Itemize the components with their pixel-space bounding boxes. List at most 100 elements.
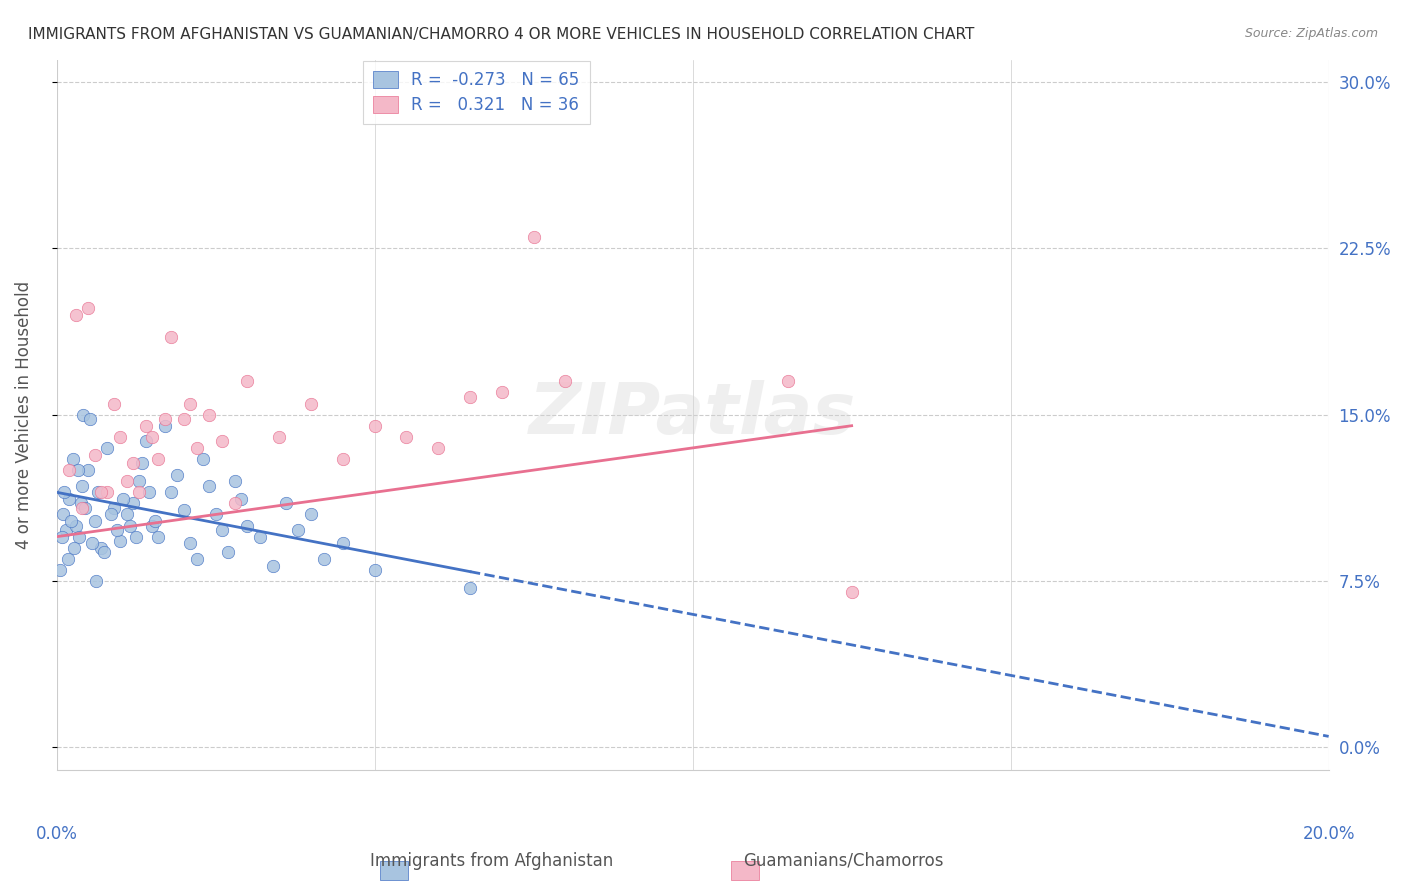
Point: [58, 463, 80, 477]
Point: [77, 463, 100, 477]
Point: [56, 552, 79, 566]
Point: [100, 508, 122, 522]
Point: [160, 485, 183, 500]
Point: [204, 508, 226, 522]
Point: [103, 500, 125, 515]
Point: [211, 523, 233, 537]
Point: [131, 457, 153, 471]
Point: [312, 552, 335, 566]
Point: [70, 478, 93, 492]
Point: [90, 485, 112, 500]
Point: [299, 396, 322, 410]
Point: [135, 418, 157, 433]
Point: [269, 430, 291, 444]
Point: [115, 508, 138, 522]
Point: [217, 545, 239, 559]
Point: [58, 491, 80, 506]
Point: [841, 585, 863, 599]
Point: [179, 396, 201, 410]
Text: 20.0%: 20.0%: [1302, 825, 1355, 843]
Point: [110, 430, 132, 444]
Y-axis label: 4 or more Vehicles in Household: 4 or more Vehicles in Household: [15, 281, 32, 549]
Point: [160, 330, 183, 344]
Point: [128, 474, 150, 488]
Point: [69, 496, 91, 510]
Point: [63, 541, 86, 555]
Point: [84, 574, 107, 588]
Point: [72, 408, 94, 422]
Point: [80, 536, 103, 550]
Point: [211, 434, 233, 449]
Point: [332, 536, 354, 550]
Text: IMMIGRANTS FROM AFGHANISTAN VS GUAMANIAN/CHAMORRO 4 OR MORE VEHICLES IN HOUSEHOL: IMMIGRANTS FROM AFGHANISTAN VS GUAMANIAN…: [28, 27, 974, 42]
Text: 0.0%: 0.0%: [35, 825, 77, 843]
Point: [523, 230, 546, 244]
Point: [143, 514, 166, 528]
Point: [125, 530, 148, 544]
Point: [153, 418, 176, 433]
Point: [173, 412, 195, 426]
Point: [65, 308, 87, 322]
Text: Source: ZipAtlas.com: Source: ZipAtlas.com: [1244, 27, 1378, 40]
Point: [96, 485, 118, 500]
Point: [55, 523, 77, 537]
Point: [110, 534, 132, 549]
Point: [122, 496, 145, 510]
Point: [363, 563, 385, 577]
Point: [198, 408, 221, 422]
Text: Guamanians/Chamorros: Guamanians/Chamorros: [744, 852, 943, 870]
Point: [112, 491, 135, 506]
Point: [224, 496, 246, 510]
Point: [191, 452, 214, 467]
Point: [51, 530, 73, 544]
Point: [236, 375, 259, 389]
Legend: R =  -0.273   N = 65, R =   0.321   N = 36: R = -0.273 N = 65, R = 0.321 N = 36: [363, 61, 589, 124]
Point: [62, 452, 84, 467]
Point: [141, 430, 163, 444]
Point: [141, 518, 163, 533]
Point: [332, 452, 354, 467]
Point: [236, 518, 259, 533]
Point: [458, 390, 481, 404]
Point: [287, 523, 309, 537]
Point: [103, 396, 125, 410]
Point: [229, 491, 252, 506]
Point: [75, 500, 97, 515]
Point: [274, 496, 297, 510]
Point: [122, 457, 145, 471]
Point: [66, 463, 89, 477]
Point: [52, 508, 75, 522]
Point: [186, 552, 208, 566]
Point: [776, 375, 799, 389]
Point: [148, 530, 170, 544]
Text: ZIPatlas: ZIPatlas: [529, 380, 856, 450]
Point: [166, 467, 188, 482]
Point: [363, 418, 385, 433]
Point: [299, 508, 322, 522]
Point: [491, 385, 513, 400]
Point: [90, 541, 112, 555]
Point: [135, 434, 157, 449]
Point: [198, 478, 221, 492]
Point: [395, 430, 418, 444]
Point: [458, 581, 481, 595]
Point: [179, 536, 201, 550]
Point: [59, 514, 82, 528]
Point: [49, 563, 72, 577]
Point: [93, 545, 115, 559]
Point: [115, 474, 138, 488]
Point: [249, 530, 271, 544]
Point: [79, 412, 101, 426]
Point: [138, 485, 160, 500]
Point: [96, 441, 118, 455]
Point: [554, 375, 576, 389]
Point: [70, 500, 93, 515]
Point: [148, 452, 170, 467]
Point: [83, 514, 105, 528]
Point: [153, 412, 176, 426]
Point: [65, 518, 87, 533]
Point: [128, 485, 150, 500]
Point: [173, 503, 195, 517]
Point: [87, 485, 110, 500]
Point: [262, 558, 284, 573]
